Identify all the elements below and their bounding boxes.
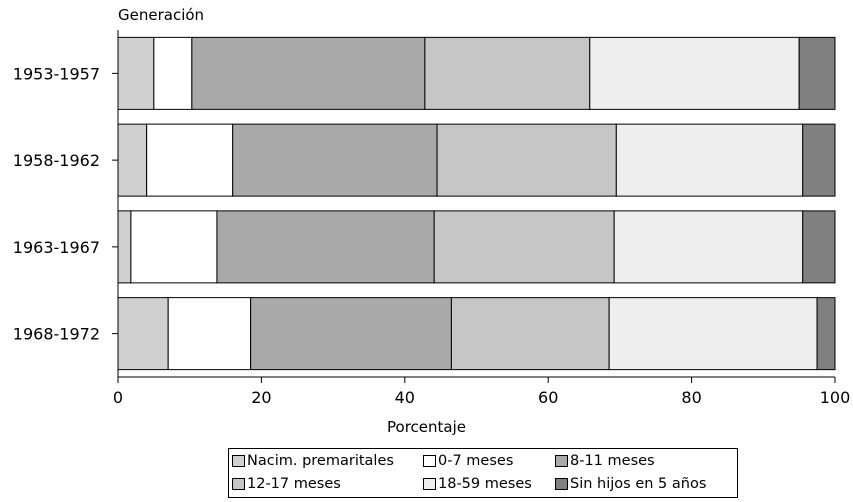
bar-segment-3-3: [450, 297, 610, 371]
category-label-1: 1958-1962: [13, 151, 100, 170]
bar-segment-0-0: [117, 36, 155, 110]
legend-swatch-1: [423, 455, 436, 467]
category-label-0: 1953-1957: [13, 64, 100, 83]
bar-segment-1-2: [232, 123, 438, 197]
bar-segment-1-1: [146, 123, 234, 197]
bar-segment-2-2: [216, 210, 435, 284]
legend: Nacim. premaritales 0-7 meses 8-11 meses…: [228, 448, 738, 498]
x-tick-label-1: 20: [251, 388, 271, 407]
legend-swatch-4: [423, 478, 436, 490]
legend-label-5: Sin hijos en 5 años: [570, 476, 707, 492]
legend-label-1: 0-7 meses: [438, 453, 514, 469]
legend-item-1: 0-7 meses: [423, 453, 513, 469]
bar-segment-2-4: [613, 210, 804, 284]
bar-segment-2-3: [433, 210, 615, 284]
bar-segment-1-0: [117, 123, 148, 197]
bar-segment-0-1: [153, 36, 193, 110]
x-axis-title: Porcentaje: [387, 418, 466, 436]
legend-item-0: Nacim. premaritales: [232, 453, 394, 469]
legend-swatch-0: [232, 455, 245, 467]
legend-swatch-5: [555, 478, 568, 490]
bar-segment-3-5: [816, 297, 836, 371]
x-tick-label-0: 0: [113, 388, 123, 407]
bar-segment-0-2: [191, 36, 426, 110]
bar-segment-1-5: [802, 123, 836, 197]
bar-segment-2-5: [802, 210, 836, 284]
bar-segment-2-0: [117, 210, 132, 284]
legend-item-5: Sin hijos en 5 años: [555, 476, 706, 492]
bar-segment-0-4: [589, 36, 800, 110]
bar-segment-2-1: [130, 210, 218, 284]
x-tick-label-5: 100: [820, 388, 851, 407]
x-tick-label-4: 80: [681, 388, 701, 407]
bar-segment-3-0: [117, 297, 169, 371]
legend-swatch-2: [555, 455, 568, 467]
y-axis-title: Generación: [118, 6, 205, 24]
axes-layer: 1953-1957 1958-1962 1963-1967 1968-1972 0 20 4…: [13, 30, 850, 407]
x-tick-label-3: 60: [538, 388, 558, 407]
bar-segment-3-2: [250, 297, 452, 371]
x-tick-label-2: 40: [395, 388, 415, 407]
category-label-2: 1963-1967: [13, 238, 100, 257]
legend-swatch-3: [232, 478, 245, 490]
legend-label-3: 12-17 meses: [247, 476, 341, 492]
bar-segment-0-3: [424, 36, 591, 110]
legend-label-0: Nacim. premaritales: [247, 453, 394, 469]
bar-segment-3-4: [608, 297, 818, 371]
legend-item-4: 18-59 meses: [423, 476, 532, 492]
bar-segment-1-4: [615, 123, 804, 197]
bar-segment-0-5: [798, 36, 836, 110]
legend-item-2: 8-11 meses: [555, 453, 655, 469]
bar-segment-1-3: [436, 123, 617, 197]
legend-label-4: 18-59 meses: [438, 476, 532, 492]
legend-item-3: 12-17 meses: [232, 476, 341, 492]
bar-segment-3-1: [167, 297, 252, 371]
legend-label-2: 8-11 meses: [570, 453, 655, 469]
bars-layer: [117, 36, 836, 371]
category-label-3: 1968-1972: [13, 325, 100, 344]
